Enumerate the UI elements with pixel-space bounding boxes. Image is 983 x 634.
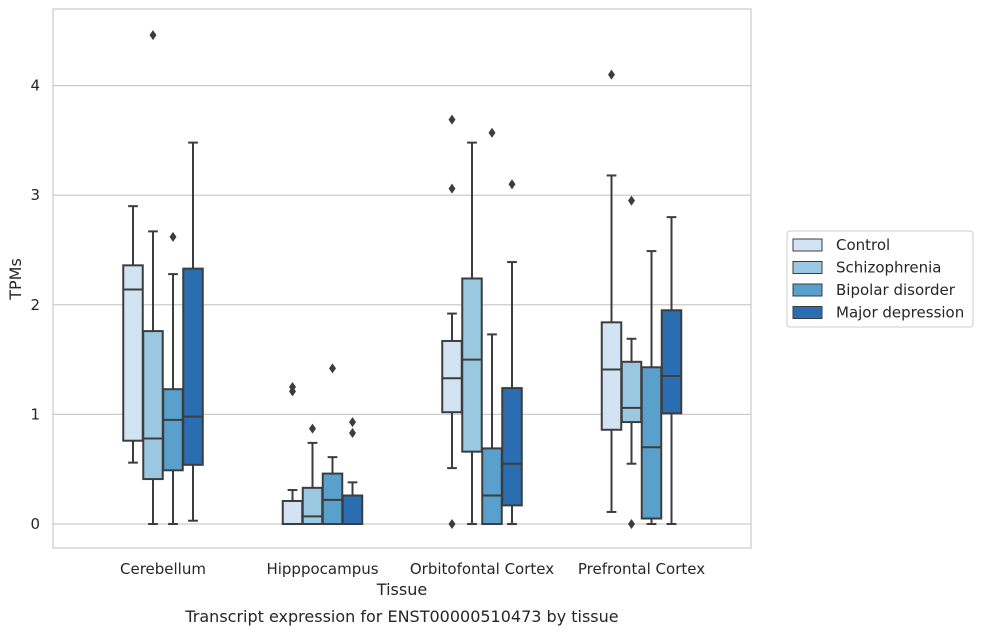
- box-0-3: [182, 141, 204, 522]
- y-tick-labels: 0 1 2 3 4: [30, 77, 40, 533]
- x-tick-label: Prefrontal Cortex: [578, 560, 705, 578]
- outlier-point: [608, 69, 615, 80]
- x-axis-label: Tissue: [376, 580, 427, 599]
- outlier-point: [448, 519, 456, 529]
- outlier-point: [329, 363, 336, 374]
- outlier-point: [169, 231, 177, 242]
- outlier-point: [448, 114, 456, 125]
- plot-frame: [52, 8, 752, 549]
- outlier-point: [309, 423, 316, 434]
- outlier-point: [508, 179, 516, 190]
- box-1-3: [341, 417, 364, 525]
- box-body: [142, 330, 164, 481]
- y-axis-label: TPMs: [6, 258, 25, 301]
- box-body: [640, 366, 663, 520]
- box-body: [620, 360, 643, 424]
- box-body: [441, 339, 463, 414]
- box-0-2: [162, 231, 184, 525]
- box-1-0: [281, 382, 304, 526]
- box-0-0: [122, 205, 144, 464]
- x-tick-label: Orbitofontal Cortex: [410, 560, 554, 578]
- box-2-1: [461, 141, 483, 525]
- y-tick-label: 0: [30, 515, 40, 533]
- box-3-2: [640, 250, 663, 525]
- box-2-3: [501, 179, 523, 525]
- figure-caption: Transcript expression for ENST0000051047…: [184, 607, 618, 626]
- legend-label: Major depression: [836, 304, 964, 322]
- outlier-point: [289, 382, 296, 392]
- y-tick-label: 3: [30, 186, 40, 204]
- box-0-1: [142, 30, 164, 525]
- outlier-point: [149, 30, 157, 41]
- box-1-2: [321, 363, 344, 526]
- box-3-0: [600, 69, 623, 513]
- box-3-1: [620, 195, 643, 529]
- outlier-point: [349, 428, 356, 439]
- box-body: [321, 472, 344, 526]
- x-tick-label: Hipppocampus: [266, 560, 378, 578]
- y-tick-label: 4: [30, 77, 40, 95]
- box-body: [461, 277, 483, 453]
- box-body: [660, 309, 683, 415]
- legend-label: Schizophrenia: [836, 259, 941, 277]
- box-body: [162, 388, 184, 472]
- box-body: [341, 494, 364, 525]
- box-body: [182, 267, 204, 466]
- legend-swatch: [792, 261, 823, 274]
- box-2-0: [441, 114, 463, 529]
- box-body: [481, 447, 503, 526]
- outlier-point: [448, 183, 456, 194]
- box-2-2: [481, 127, 503, 526]
- legend-swatch: [792, 306, 823, 319]
- legend-label: Bipolar disorder: [836, 281, 956, 299]
- box-1-1: [301, 423, 324, 525]
- outlier-point: [488, 127, 496, 138]
- legend-label: Control: [836, 236, 890, 254]
- legend: Control Schizophrenia Bipolar disorder Majo…: [786, 230, 974, 328]
- boxes: [122, 30, 683, 529]
- legend-swatch: [792, 238, 823, 252]
- box-body: [281, 499, 304, 526]
- outlier-point: [349, 417, 356, 428]
- x-tick-label: Cerebellum: [120, 560, 206, 578]
- box-body: [122, 264, 144, 442]
- outlier-point: [628, 519, 635, 529]
- box-body: [600, 321, 623, 431]
- box-3-3: [660, 216, 683, 525]
- outlier-point: [628, 195, 635, 206]
- legend-swatch: [792, 283, 823, 297]
- x-tick-labels: Cerebellum Hipppocampus Orbitofontal Corte…: [120, 560, 705, 578]
- box-body: [301, 486, 324, 525]
- legend-frame: [786, 230, 974, 328]
- box-body: [501, 387, 523, 507]
- y-tick-label: 2: [30, 296, 40, 314]
- y-tick-label: 1: [30, 405, 40, 423]
